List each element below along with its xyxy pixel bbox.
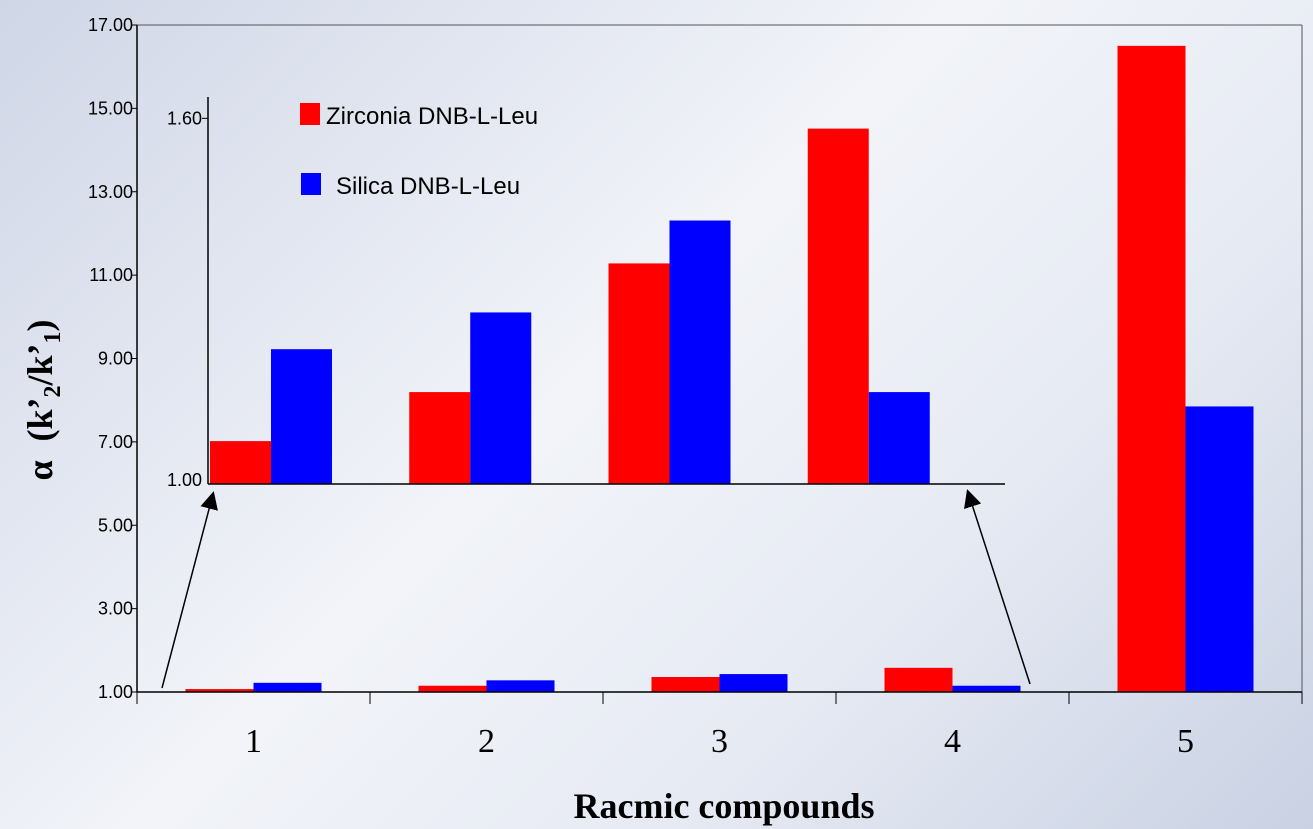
y-tick-label-5: 11.00 xyxy=(89,265,133,285)
bar-silica-4 xyxy=(952,685,1021,692)
main-gridlines xyxy=(137,24,1303,692)
bar-silica-2 xyxy=(486,680,555,692)
inset-bar-silica-2 xyxy=(470,312,532,484)
main-y-tick-labels: 1.00 3.00 5.00 7.00 9.00 11.00 13.00 15.00 17.00 xyxy=(88,15,133,702)
legend-label-silica: Silica DNB-L-Leu xyxy=(336,173,520,200)
arrow-right xyxy=(964,489,1031,685)
bar-silica-5 xyxy=(1185,406,1254,692)
y-axis-label-sub2: 1 xyxy=(40,331,66,343)
inset-bar-silica-1 xyxy=(271,349,332,484)
inset-bar-silica-4 xyxy=(868,392,930,484)
inset-chart: 1.00 1.60 xyxy=(167,97,1005,490)
bar-zirconia-3 xyxy=(651,676,720,692)
y-tick-label-1: 3.00 xyxy=(98,599,133,619)
y-tick-label-7: 15.00 xyxy=(88,98,133,118)
inset-y-tick-label-1: 1.60 xyxy=(167,108,202,128)
x-tick-label-2: 2 xyxy=(478,723,495,760)
inset-bar-silica-3 xyxy=(669,220,731,484)
x-axis-label: Racmic compounds xyxy=(573,786,874,826)
y-tick-label-4: 9.00 xyxy=(98,349,133,369)
main-bars xyxy=(185,45,1254,692)
bar-zirconia-5 xyxy=(1117,45,1186,692)
x-tick-label-1: 1 xyxy=(245,723,262,760)
y-tick-label-2: 5.00 xyxy=(98,515,133,535)
y-tick-label-6: 13.00 xyxy=(88,182,133,202)
y-axis-label-alpha: α xyxy=(20,460,60,480)
y-tick-label-8: 17.00 xyxy=(88,15,133,35)
main-axes xyxy=(131,24,1303,704)
bar-silica-3 xyxy=(719,674,788,692)
y-tick-label-0: 1.00 xyxy=(98,682,133,702)
x-tick-label-3: 3 xyxy=(711,723,728,760)
x-tick-label-4: 4 xyxy=(944,723,961,760)
inset-bar-zirconia-4 xyxy=(807,128,869,485)
x-tick-label-5: 5 xyxy=(1177,723,1194,760)
inset-bar-zirconia-1 xyxy=(210,441,271,484)
bar-zirconia-4 xyxy=(884,667,953,692)
y-axis-label-open: (k’ xyxy=(20,397,60,441)
y-tick-label-3: 7.00 xyxy=(98,432,133,452)
inset-bar-zirconia-2 xyxy=(409,392,471,484)
y-axis-label-close: ) xyxy=(20,319,60,331)
legend-swatch-zirconia xyxy=(300,103,320,125)
legend: Zirconia DNB-L-Leu Silica DNB-L-Leu xyxy=(300,103,538,200)
legend-label-zirconia: Zirconia DNB-L-Leu xyxy=(326,103,538,130)
main-x-tick-labels: 1 2 3 4 5 xyxy=(245,723,1194,760)
inset-bar-zirconia-3 xyxy=(608,263,670,484)
inset-y-tick-label-0: 1.00 xyxy=(167,470,202,490)
y-axis-label-mid: /k’ xyxy=(20,343,60,386)
bar-silica-1 xyxy=(253,682,322,692)
bar-zirconia-2 xyxy=(418,685,487,692)
y-axis-label: α (k’2/k’1) xyxy=(20,319,66,480)
zoom-arrows xyxy=(161,489,1031,689)
bar-zirconia-1 xyxy=(185,689,254,692)
arrow-left xyxy=(161,491,218,689)
legend-swatch-silica xyxy=(301,173,321,195)
y-axis-label-sub1: 2 xyxy=(40,385,66,397)
